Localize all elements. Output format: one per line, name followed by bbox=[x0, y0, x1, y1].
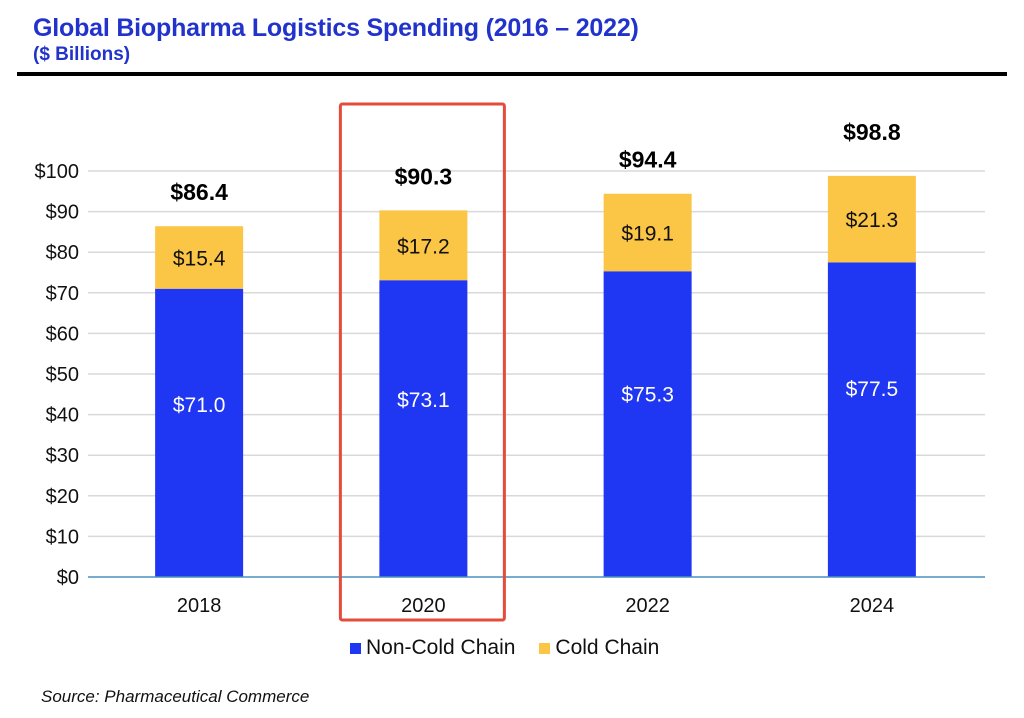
legend-label: Non-Cold Chain bbox=[366, 636, 516, 659]
total-label: $94.4 bbox=[619, 147, 677, 173]
total-label: $86.4 bbox=[170, 179, 228, 205]
data-label: $21.3 bbox=[846, 209, 899, 232]
bar-cold-chain bbox=[379, 210, 468, 281]
legend-swatch-cold-chain bbox=[539, 642, 551, 654]
y-axis-ticks: $0 $10 $20 $30 $40 $50 $60 $70 $80 $90 $100 bbox=[35, 161, 80, 589]
bar-cold-chain bbox=[827, 175, 916, 263]
y-tick-label: $100 bbox=[35, 161, 80, 183]
y-tick-label: $50 bbox=[46, 364, 79, 386]
legend-swatch-non-cold-chain bbox=[350, 642, 361, 654]
y-tick-label: $80 bbox=[46, 242, 79, 264]
y-tick-label: $20 bbox=[46, 486, 79, 508]
y-tick-label: $70 bbox=[46, 283, 79, 305]
legend-item-cold-chain: Cold Chain bbox=[539, 636, 659, 660]
bar-non-cold-chain bbox=[827, 262, 916, 577]
highlight-box bbox=[338, 102, 506, 622]
y-tick-label: $90 bbox=[46, 202, 79, 224]
source-note: Source: Pharmaceutical Commerce bbox=[41, 687, 310, 706]
x-tick-label: 2024 bbox=[850, 595, 895, 617]
y-tick-label: $30 bbox=[46, 445, 79, 467]
data-label: $75.3 bbox=[621, 384, 674, 407]
bars bbox=[155, 175, 916, 577]
title-divider bbox=[17, 72, 1007, 76]
data-label: $71.0 bbox=[173, 394, 226, 417]
data-label: $17.2 bbox=[397, 235, 450, 258]
legend: Non-Cold Chain Cold Chain bbox=[350, 636, 683, 660]
x-tick-label: 2022 bbox=[625, 595, 670, 617]
data-label: $19.1 bbox=[621, 223, 674, 246]
data-label: $73.1 bbox=[397, 389, 450, 412]
chart-subtitle: ($ Billions) bbox=[33, 44, 131, 65]
y-tick-label: $10 bbox=[46, 526, 79, 548]
legend-label: Cold Chain bbox=[555, 636, 660, 659]
bar-non-cold-chain bbox=[379, 280, 468, 577]
data-label: $15.4 bbox=[173, 247, 226, 270]
bar-non-cold-chain bbox=[603, 271, 692, 577]
total-label: $90.3 bbox=[395, 163, 453, 189]
bar-cold-chain bbox=[155, 226, 244, 289]
y-tick-label: $60 bbox=[46, 323, 79, 345]
bar-cold-chain bbox=[603, 193, 692, 272]
data-labels: $71.0 $15.4 $86.4 $73.1 $17.2 $90.3 $75.3 $19.1… bbox=[170, 119, 901, 417]
chart-title: Global Biopharma Logistics Spending (201… bbox=[33, 14, 639, 42]
x-axis-labels: 2018 2020 2022 2024 bbox=[177, 595, 894, 617]
data-label: $77.5 bbox=[846, 378, 899, 401]
x-tick-label: 2020 bbox=[401, 595, 446, 617]
total-label: $98.8 bbox=[843, 119, 901, 145]
y-tick-label: $0 bbox=[57, 567, 79, 589]
legend-item-non-cold-chain: Non-Cold Chain bbox=[350, 636, 515, 660]
y-tick-label: $40 bbox=[46, 405, 79, 427]
bar-non-cold-chain bbox=[155, 288, 244, 577]
x-tick-label: 2018 bbox=[177, 595, 222, 617]
